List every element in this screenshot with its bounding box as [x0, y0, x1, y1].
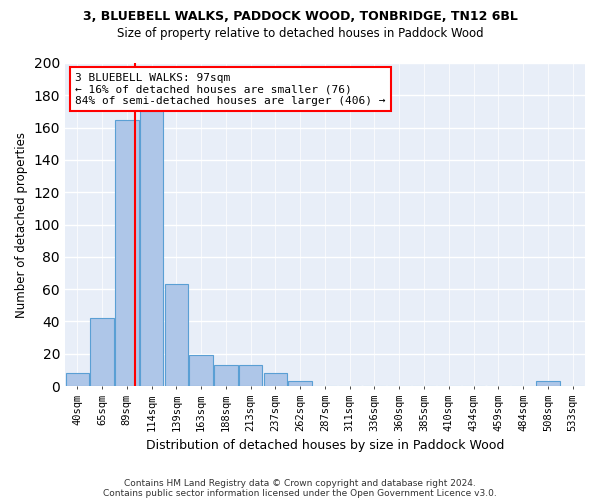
Text: Contains public sector information licensed under the Open Government Licence v3: Contains public sector information licen…	[103, 488, 497, 498]
Bar	[289, 381, 312, 386]
Bar	[164, 284, 188, 386]
Text: Contains HM Land Registry data © Crown copyright and database right 2024.: Contains HM Land Registry data © Crown c…	[124, 478, 476, 488]
Bar	[65, 373, 89, 386]
Bar	[536, 381, 560, 386]
Bar	[190, 356, 213, 386]
X-axis label: Distribution of detached houses by size in Paddock Wood: Distribution of detached houses by size …	[146, 440, 504, 452]
Text: Size of property relative to detached houses in Paddock Wood: Size of property relative to detached ho…	[116, 28, 484, 40]
Bar	[115, 120, 139, 386]
Bar	[140, 112, 163, 386]
Bar	[91, 318, 114, 386]
Y-axis label: Number of detached properties: Number of detached properties	[15, 132, 28, 318]
Text: 3 BLUEBELL WALKS: 97sqm
← 16% of detached houses are smaller (76)
84% of semi-de: 3 BLUEBELL WALKS: 97sqm ← 16% of detache…	[76, 72, 386, 106]
Text: 3, BLUEBELL WALKS, PADDOCK WOOD, TONBRIDGE, TN12 6BL: 3, BLUEBELL WALKS, PADDOCK WOOD, TONBRID…	[83, 10, 517, 23]
Bar	[214, 365, 238, 386]
Bar	[239, 365, 262, 386]
Bar	[263, 373, 287, 386]
